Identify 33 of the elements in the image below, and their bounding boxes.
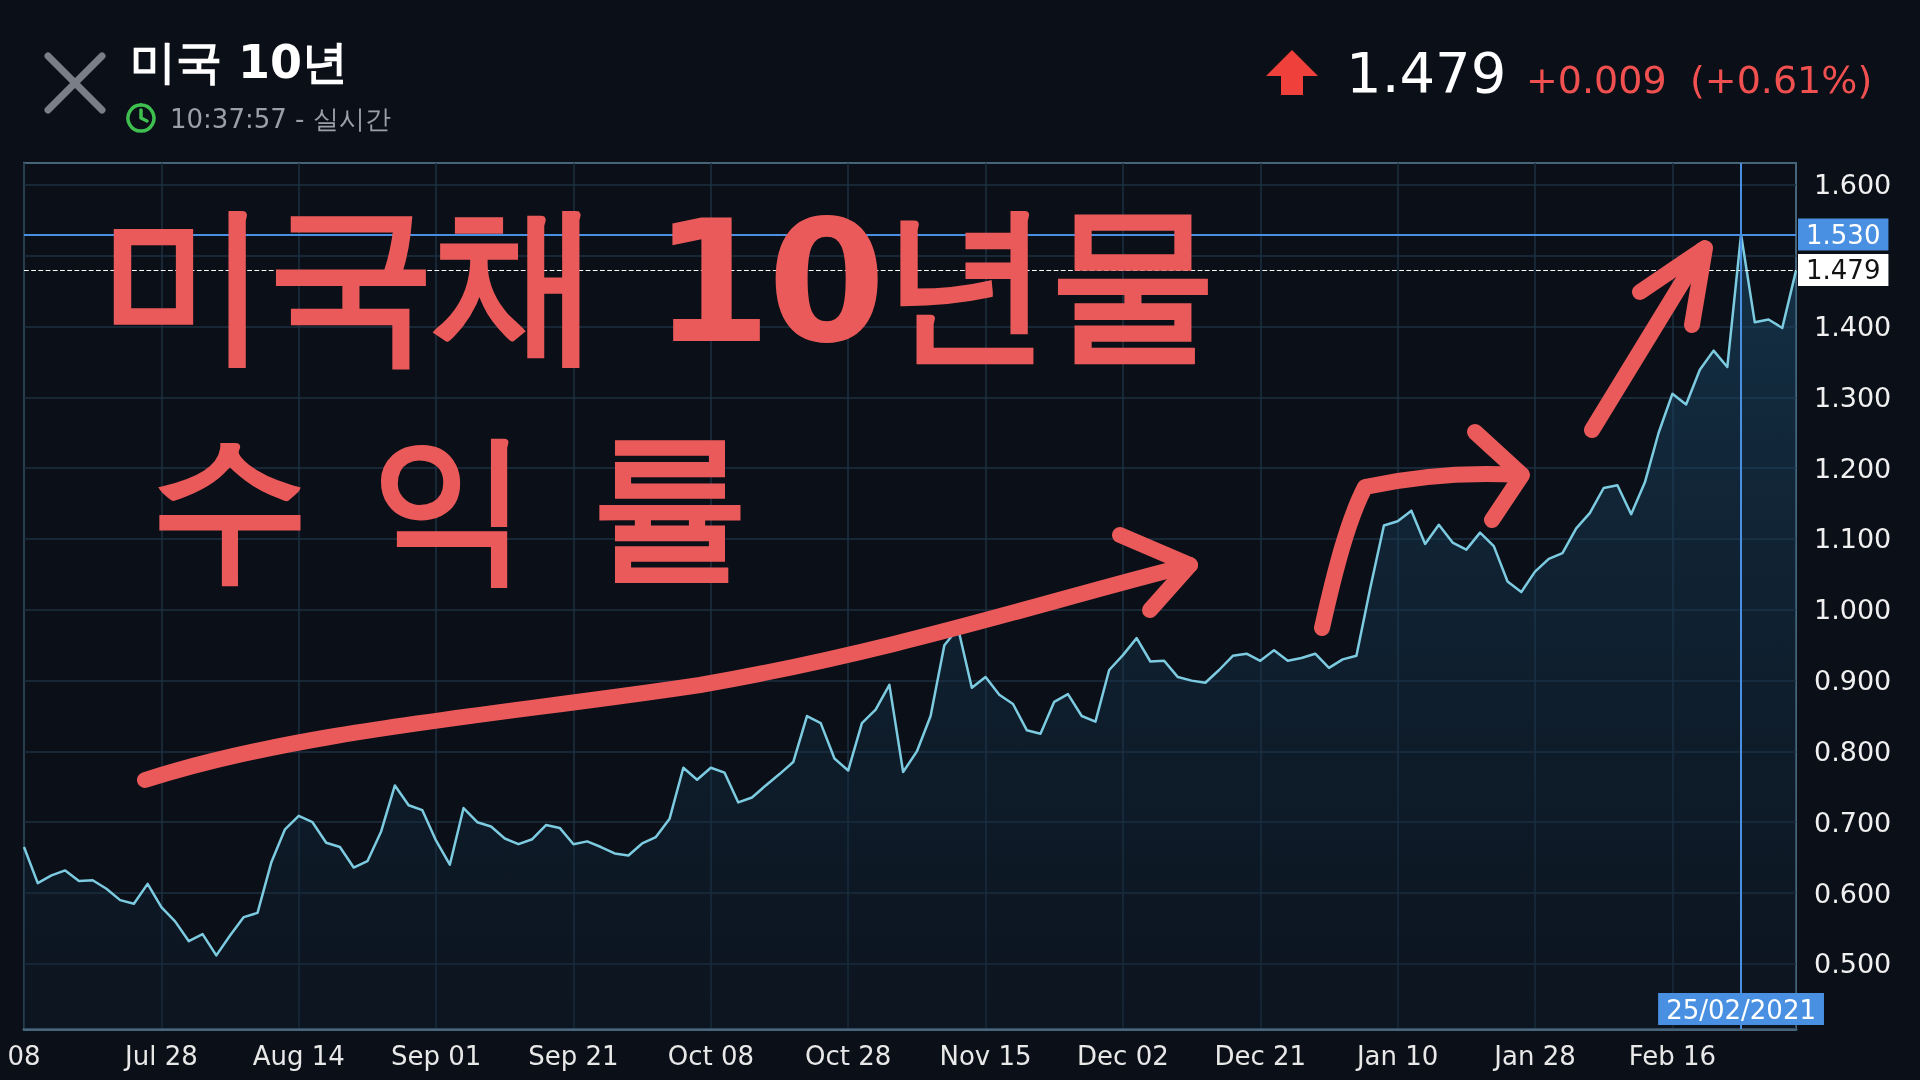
y-tick-label: 0.700 xyxy=(1814,806,1892,838)
y-tick-label: 0.600 xyxy=(1814,877,1892,909)
text: 1.479 xyxy=(1346,40,1507,105)
y-tick-label: 0.900 xyxy=(1814,665,1892,697)
x-tick-label: Feb 16 xyxy=(1628,1041,1717,1071)
annotation: 수익률 xyxy=(150,411,810,601)
x-tick-label: Oct 28 xyxy=(805,1041,892,1071)
chart-subtitle: 10:37:57 - 실시간 xyxy=(170,103,391,136)
x-tick-label: 25/02/2021 xyxy=(1666,995,1816,1025)
y-tick-label: 1.600 xyxy=(1814,169,1892,201)
x-tick-label: Jan 28 xyxy=(1492,1041,1576,1071)
y-tick-label: 0.800 xyxy=(1814,735,1892,767)
y-tick-label: 1.100 xyxy=(1814,523,1892,555)
x-tick-label: 08 xyxy=(7,1041,41,1071)
y-tick-label: 1.000 xyxy=(1814,594,1892,626)
y-tick-label: 0.500 xyxy=(1814,948,1892,980)
x-tick-label: Oct 08 xyxy=(667,1041,754,1071)
ref-line-label: 1.530 xyxy=(1806,219,1881,250)
y-tick-label: 1.400 xyxy=(1814,311,1892,343)
y-tick-label: 1.200 xyxy=(1814,452,1892,484)
text: (+0.61%) xyxy=(1690,58,1873,102)
ref-line-label: 1.479 xyxy=(1806,254,1881,285)
x-tick-label: Sep 01 xyxy=(390,1041,482,1071)
x-tick-label: Aug 14 xyxy=(252,1041,345,1071)
x-tick-label: Jul 28 xyxy=(123,1041,198,1071)
x-tick-label: Dec 21 xyxy=(1214,1041,1307,1071)
x-tick-label: Dec 02 xyxy=(1077,1041,1169,1071)
text: +0.009 xyxy=(1526,58,1667,102)
x-tick-label: Nov 15 xyxy=(939,1041,1032,1071)
x-tick-label: Sep 21 xyxy=(528,1041,619,1071)
y-tick-label: 1.300 xyxy=(1814,381,1892,413)
chart-title: 미국 10년 xyxy=(130,34,349,91)
x-tick-label: Jan 10 xyxy=(1354,1041,1439,1071)
